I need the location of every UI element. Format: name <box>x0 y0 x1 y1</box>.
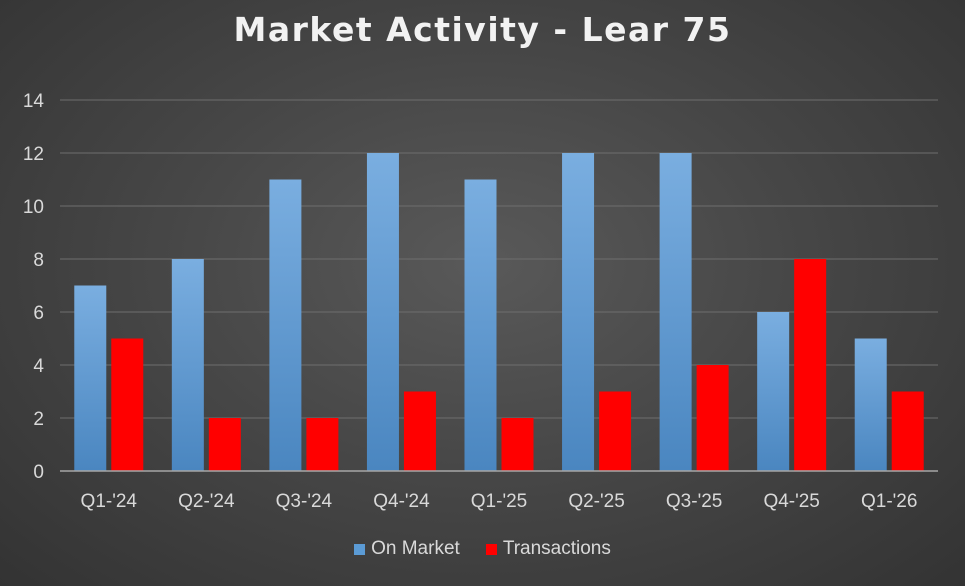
y-tick-label: 12 <box>23 144 44 165</box>
bar-transactions <box>794 259 827 471</box>
bar-on-market <box>659 153 692 471</box>
bar-transactions <box>696 365 729 471</box>
y-tick-label: 4 <box>33 356 44 377</box>
bar-transactions <box>208 418 241 471</box>
x-tick-label: Q4-'24 <box>373 491 430 512</box>
bar-transactions <box>111 338 144 471</box>
bar-transactions <box>599 391 632 471</box>
y-tick-label: 14 <box>23 91 45 112</box>
x-tick-label: Q2-'24 <box>178 491 235 512</box>
legend-item-transactions: Transactions <box>485 538 611 560</box>
bar-transactions <box>891 391 924 471</box>
x-tick-label: Q2-'25 <box>568 491 624 512</box>
bar-on-market <box>464 179 497 471</box>
bar-on-market <box>269 179 302 471</box>
x-tick-label: Q4-'25 <box>763 491 819 512</box>
x-tick-label: Q1-'24 <box>81 491 138 512</box>
bar-transactions <box>306 418 339 471</box>
bar-on-market <box>171 259 204 471</box>
legend-swatch-on-market <box>354 543 366 555</box>
bar-on-market <box>74 285 107 471</box>
y-tick-label: 8 <box>33 250 44 271</box>
legend-item-on-market: On Market <box>354 538 460 560</box>
bar-transactions <box>501 418 534 471</box>
legend-swatch-transactions <box>485 543 497 555</box>
bar-on-market <box>854 338 887 471</box>
bar-on-market <box>757 312 790 471</box>
y-tick-label: 0 <box>33 462 44 483</box>
y-tick-label: 10 <box>23 197 44 218</box>
x-tick-label: Q1-'25 <box>471 491 527 512</box>
chart-title: Market Activity - Lear 75 <box>233 10 732 49</box>
x-tick-label: Q3-'24 <box>276 491 333 512</box>
legend-label-on-market: On Market <box>371 538 460 559</box>
legend-label-transactions: Transactions <box>502 538 611 559</box>
y-tick-label: 2 <box>33 409 44 430</box>
legend: On Market Transactions <box>0 538 965 560</box>
bar-on-market <box>562 153 595 471</box>
x-tick-label: Q1-'26 <box>861 491 917 512</box>
bar-transactions <box>403 391 436 471</box>
x-tick-label: Q3-'25 <box>666 491 722 512</box>
bar-on-market <box>366 153 399 471</box>
y-tick-label: 6 <box>33 303 44 324</box>
